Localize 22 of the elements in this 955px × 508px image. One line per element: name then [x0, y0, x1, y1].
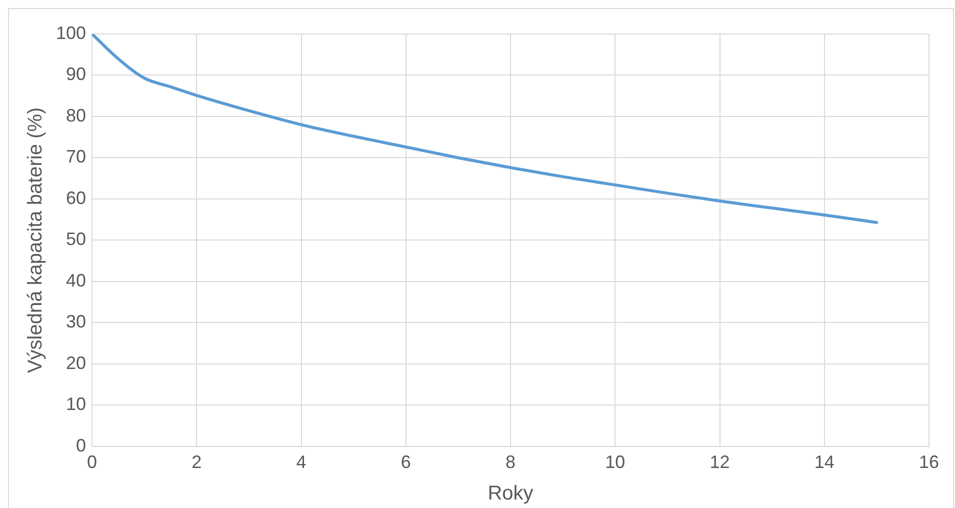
x-axis-title: Roky: [488, 482, 534, 505]
x-tick-label: 2: [192, 452, 202, 472]
y-tick-label: 100: [56, 22, 86, 43]
y-tick-label: 60: [66, 188, 86, 208]
x-tick-label: 4: [296, 452, 306, 472]
x-tick-label: 12: [710, 452, 730, 472]
y-axis-title: Výsledná kapacita baterie (%): [24, 107, 47, 374]
x-tick-label: 6: [400, 452, 411, 472]
y-tick-label: 50: [66, 229, 86, 250]
y-tick-label: 80: [66, 105, 86, 126]
x-tick-label: 14: [814, 452, 834, 472]
y-tick-label: 30: [66, 312, 86, 332]
x-tick-label: 16: [918, 452, 940, 472]
y-tick-label: 10: [66, 394, 86, 414]
x-tick-label: 10: [605, 452, 626, 472]
y-tick-label: 0: [76, 435, 86, 456]
line-series: [92, 34, 878, 224]
y-tick-label: 70: [66, 146, 86, 167]
y-tick-label: 20: [66, 352, 86, 373]
y-tick-label: 40: [66, 270, 86, 290]
x-tick-label: 8: [506, 452, 516, 472]
y-tick-label: 90: [66, 64, 86, 84]
